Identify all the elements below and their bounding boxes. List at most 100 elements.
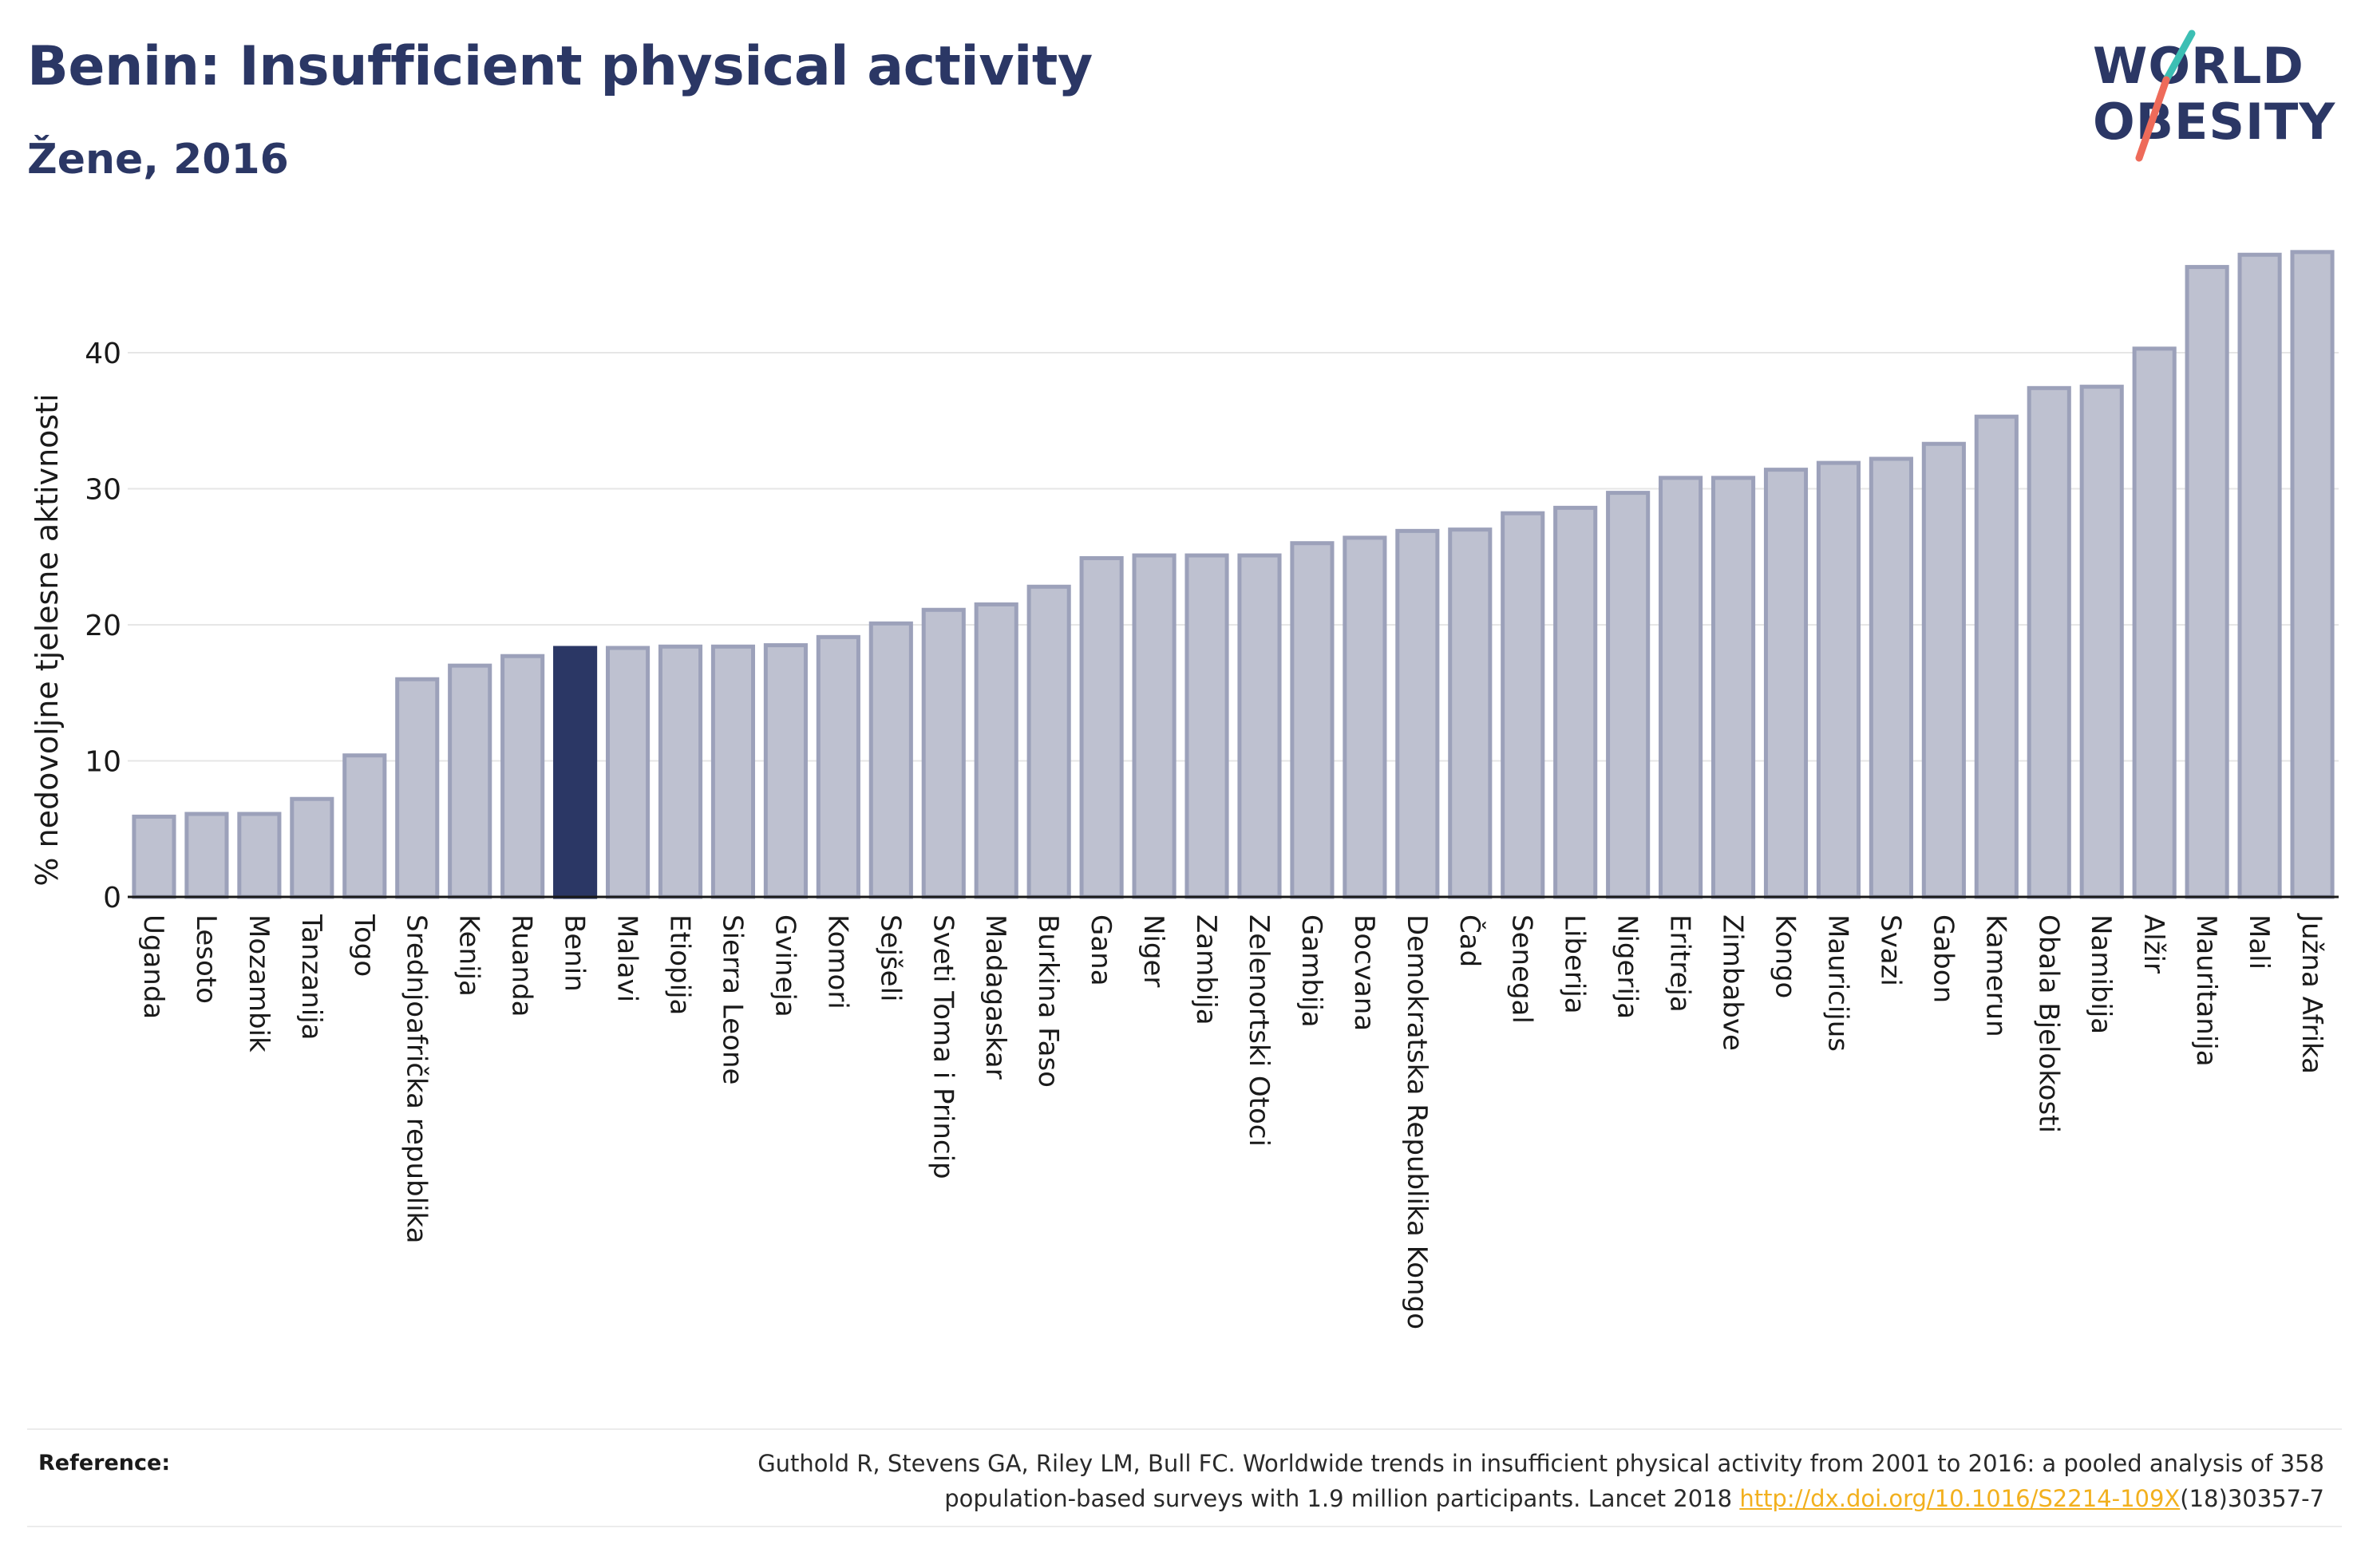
bar — [974, 602, 1018, 899]
x-tick-label: Senegal — [1506, 914, 1538, 1024]
x-tick-label: Eritreja — [1664, 914, 1696, 1013]
x-tick-label: Kenija — [453, 914, 485, 997]
x-tick-label: Burkina Faso — [1032, 914, 1064, 1088]
x-tick-label: Gabon — [1927, 914, 1959, 1003]
bar — [921, 607, 966, 899]
bar — [1816, 460, 1861, 899]
bar — [1501, 511, 1545, 899]
x-tick-label: Komori — [821, 914, 853, 1009]
bar — [1237, 553, 1282, 899]
bar — [1132, 553, 1177, 899]
world-obesity-logo: WORLD OBESITY — [2083, 24, 2339, 168]
reference-line-2-suffix: (18)30357-7 — [2180, 1485, 2324, 1512]
x-tick-label: Sierra Leone — [716, 914, 748, 1084]
x-tick-label: Alžir — [2138, 914, 2169, 974]
x-tick-label: Liberija — [1559, 914, 1591, 1014]
x-tick-label: Južna Afrika — [2296, 913, 2327, 1074]
reference-divider-top — [27, 1428, 2342, 1430]
grid-lines — [128, 352, 2339, 762]
bar — [1079, 555, 1124, 899]
bar — [1026, 584, 1071, 899]
x-tick-label: Svazi — [1874, 914, 1906, 986]
bar — [2132, 346, 2177, 899]
bar — [1869, 456, 1913, 899]
x-tick-label: Zimbabve — [1717, 914, 1749, 1051]
y-axis-label: % nedovoljne tjelesne aktivnosti — [30, 393, 65, 886]
bar — [184, 812, 229, 899]
x-tick-label: Etiopija — [664, 914, 696, 1015]
reference-line-1: Guthold R, Stevens GA, Riley LM, Bull FC… — [757, 1450, 2324, 1477]
y-tick-label: 30 — [85, 474, 121, 507]
bar — [132, 814, 176, 899]
bar — [605, 646, 651, 899]
bar-highlight — [553, 646, 598, 899]
reference-text: Guthold R, Stevens GA, Riley LM, Bull FC… — [488, 1446, 2324, 1516]
x-tick-label: Kamerun — [1979, 914, 2011, 1037]
chart-subtitle: Žene, 2016 — [27, 136, 289, 184]
bar — [500, 654, 545, 899]
x-tick-label: Nigerija — [1612, 914, 1643, 1019]
bar — [2185, 265, 2229, 899]
x-tick-label: Niger — [1137, 914, 1169, 987]
bar — [1921, 441, 1966, 899]
bar — [816, 634, 860, 899]
logo-slash-icon — [2135, 30, 2196, 162]
chart-title: Benin: Insufficient physical activity — [27, 35, 1093, 98]
reference-divider-bottom — [27, 1526, 2342, 1527]
bar — [2237, 252, 2282, 899]
reference-line-2: population-based surveys with 1.9 millio… — [488, 1481, 2324, 1516]
reference-label: Reference: — [38, 1451, 171, 1475]
x-tick-label: Benin — [559, 914, 591, 992]
y-tick-label: 20 — [85, 610, 121, 642]
x-tick-label: Gambija — [1295, 914, 1327, 1028]
bar — [1763, 468, 1809, 899]
x-tick-label: Togo — [348, 914, 380, 977]
x-tick-label: Mauritanija — [2190, 914, 2222, 1067]
bar — [710, 644, 756, 899]
x-tick-label: Mozambik — [243, 914, 275, 1053]
x-tick-label: Madagaskar — [979, 914, 1011, 1080]
x-tick-label: Gana — [1085, 914, 1117, 986]
x-tick-label: Mali — [2243, 914, 2275, 970]
bar-chart: 0 10 20 30 40 Uganda Lesoto Mozambik Tanzanija T… — [30, 250, 2339, 1329]
bar — [1395, 528, 1440, 899]
x-tick-label: Tanzanija — [295, 914, 327, 1040]
x-tick-label: Obala Bjelokosti — [2032, 914, 2064, 1133]
y-tick-label: 10 — [85, 746, 121, 779]
bar — [868, 621, 913, 899]
bar — [290, 796, 334, 899]
bar — [1974, 414, 2019, 899]
x-tick-label: Lesoto — [190, 914, 222, 1004]
x-tick-label: Zelenortski Otoci — [1243, 914, 1275, 1147]
bar — [1448, 527, 1493, 899]
x-tick-label: Sejšeli — [874, 914, 906, 1001]
bar — [2079, 385, 2124, 899]
y-tick-label: 40 — [85, 338, 121, 370]
reference-doi-link[interactable]: http://dx.doi.org/10.1016/S2214-109X — [1739, 1485, 2181, 1512]
x-tick-label: Srednjoafrička republika — [401, 914, 433, 1243]
x-tick-label: Kongo — [1770, 914, 1801, 998]
y-tick-label: 0 — [103, 882, 121, 914]
x-tick-label: Malavi — [611, 914, 643, 1002]
y-tick-labels: 0 10 20 30 40 — [85, 338, 121, 914]
bar — [2027, 385, 2071, 899]
bar — [1659, 476, 1703, 899]
bar — [1343, 535, 1387, 899]
bar — [237, 812, 282, 899]
x-tick-label: Mauricijus — [1821, 914, 1853, 1052]
bar — [763, 643, 808, 899]
x-tick-label: Demokratska Republika Kongo — [1401, 914, 1433, 1329]
x-tick-label: Zambija — [1190, 914, 1222, 1025]
x-tick-label: Čad — [1453, 914, 1486, 967]
bar — [2290, 250, 2335, 899]
bar — [395, 677, 440, 899]
bar — [658, 644, 703, 899]
x-tick-label: Gvineja — [769, 914, 801, 1017]
bar — [1184, 553, 1229, 899]
reference-line-2-prefix: population-based surveys with 1.9 millio… — [944, 1485, 1740, 1512]
bar — [1553, 505, 1598, 899]
x-tick-label: Uganda — [137, 914, 169, 1019]
bar — [342, 753, 387, 899]
x-tick-labels: Uganda Lesoto Mozambik Tanzanija Togo Srednjo… — [137, 913, 2327, 1329]
x-tick-label: Sveti Toma i Princip — [927, 914, 959, 1179]
